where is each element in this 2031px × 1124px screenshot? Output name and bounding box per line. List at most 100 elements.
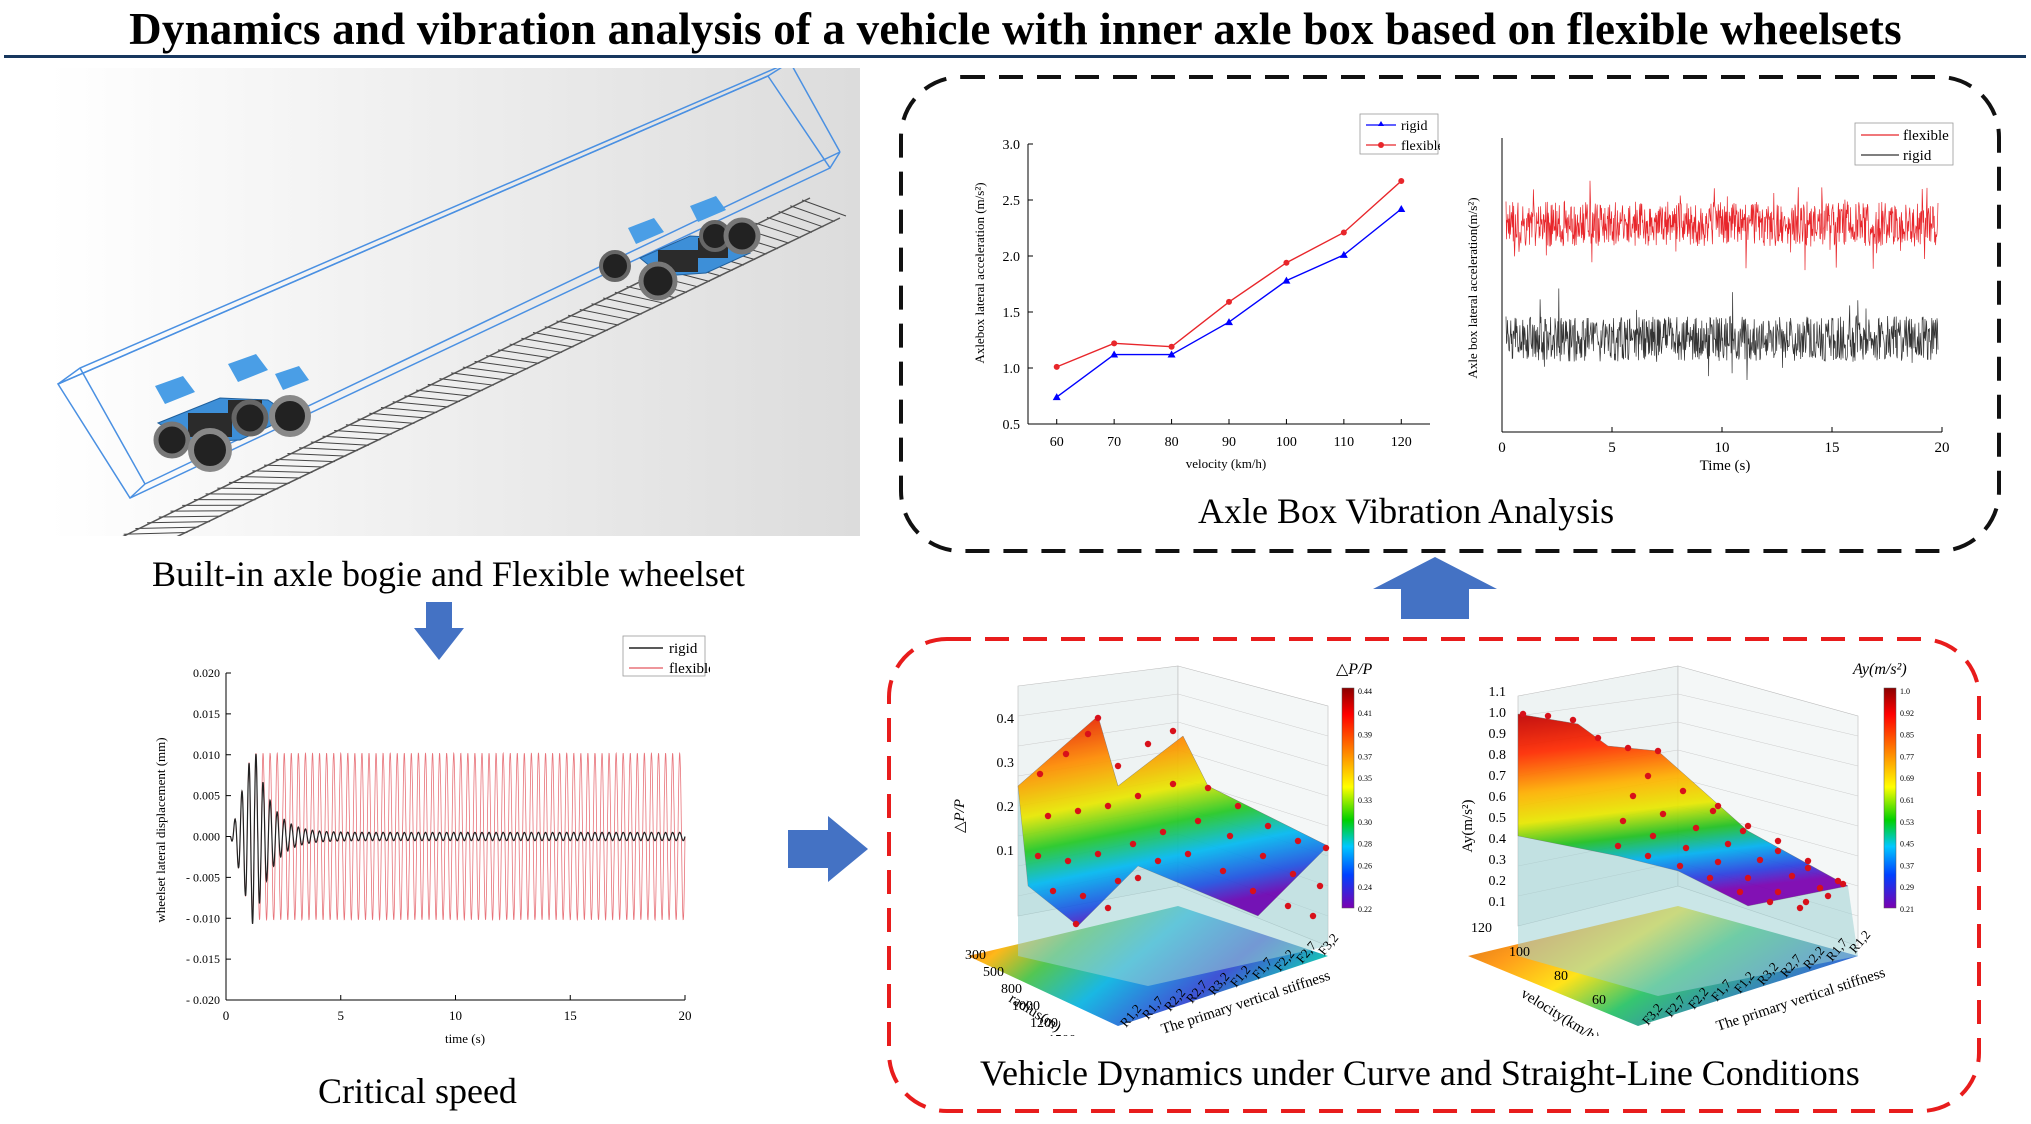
track-tie: [614, 291, 665, 304]
cs-xtick-label: 5: [338, 1008, 345, 1023]
ay-ztick-label: 0.4: [1489, 832, 1507, 847]
ay-data-point: [1739, 827, 1747, 835]
arrow-down: [414, 602, 464, 660]
dpp-data-point: [1084, 730, 1092, 738]
dpp-colorbar-tick: 0.37: [1358, 752, 1372, 761]
ay-data-point: [1839, 880, 1847, 888]
dpp-ztick-label: 0.2: [997, 800, 1015, 815]
av-point-flexible: [1398, 177, 1405, 184]
cs-ytick-label: - 0.010: [186, 911, 220, 925]
ay-colorbar-tick: 0.85: [1900, 731, 1914, 740]
ay-ztick-label: 0.7: [1489, 769, 1507, 784]
ay-gridline: [1517, 693, 1679, 717]
dpp-data-point: [1062, 750, 1070, 758]
ay-data-point: [1569, 716, 1577, 724]
ay-data-point: [1676, 862, 1684, 870]
dpp-data-point: [1036, 770, 1044, 778]
ay-data-point: [1804, 857, 1812, 865]
cs-ytick-label: 0.000: [193, 830, 220, 844]
at-xtick-label: 20: [1935, 440, 1950, 456]
track-tie: [556, 320, 608, 332]
cs-ytick-label: - 0.020: [186, 993, 220, 1007]
cs-ytick-label: - 0.015: [186, 952, 220, 966]
track-tie: [790, 205, 835, 222]
av-point-flexible: [1283, 259, 1290, 266]
dpp-data-point: [1284, 902, 1292, 910]
track-tie: [345, 424, 404, 430]
cs-xtick-label: 0: [223, 1008, 230, 1023]
ay-ytick-label: 100: [1509, 945, 1530, 960]
ay-data-point: [1519, 710, 1527, 718]
dpp-data-point: [1234, 802, 1242, 810]
ay-colorbar-tick: 0.61: [1900, 796, 1914, 805]
track-tie: [801, 199, 847, 217]
av-ytick-label: 3.0: [1003, 138, 1021, 153]
av-point-rigid: [1397, 204, 1406, 212]
av-point-rigid: [1282, 276, 1291, 284]
dpp-data-point: [1154, 857, 1162, 865]
ay-gridline: [1677, 721, 1859, 767]
track-tie: [252, 470, 313, 474]
av-xtick-label: 80: [1165, 435, 1179, 450]
dpp-ztick-label: 0.4: [997, 712, 1015, 727]
ay-data-point: [1824, 892, 1832, 900]
ay-colorbar-tick: 0.53: [1900, 818, 1914, 827]
bogie-rear: [599, 196, 761, 301]
at-series-rigid: [1505, 288, 1939, 381]
caption-bogie: Built-in axle bogie and Flexible wheelse…: [152, 554, 745, 594]
cs-ytick-label: - 0.005: [186, 870, 220, 884]
dpp-data-point: [1322, 844, 1330, 852]
track-tie: [369, 412, 426, 419]
dpp-data-point: [1072, 920, 1080, 928]
dpp-data-point: [1094, 714, 1102, 722]
av-series-flexible: [1056, 180, 1402, 368]
dpp-gridline: [1177, 721, 1329, 767]
ay-gridline: [1677, 777, 1859, 827]
arrow-right: [788, 816, 868, 882]
ay-gridline: [1677, 749, 1859, 797]
ay-ztick-label: 0.1: [1489, 895, 1507, 910]
av-ytick-label: 2.5: [1003, 194, 1021, 209]
ay-data-point: [1736, 888, 1744, 896]
dpp-colorbar-tick: 0.22: [1358, 905, 1372, 914]
ay-data-point: [1804, 864, 1812, 872]
dpp-gridline: [1017, 693, 1179, 717]
av-xtick-label: 90: [1222, 435, 1236, 450]
ay-ytick-label: 120: [1471, 921, 1492, 936]
av-point-rigid: [1225, 318, 1233, 326]
dpp-data-point: [1194, 817, 1202, 825]
ay-data-point: [1756, 856, 1764, 864]
dpp-ytick-label: 1200: [1030, 1016, 1058, 1031]
track-tie: [392, 401, 449, 408]
dpp-colorbar-tick: 0.28: [1358, 840, 1372, 849]
ay-ztick-label: 0.9: [1489, 727, 1507, 742]
dpp-colorbar-tick: 0.26: [1358, 861, 1372, 870]
bogie-front: [153, 354, 311, 472]
av-legend-rigid: rigid: [1401, 119, 1427, 134]
dpp-ytick-label: 800: [1001, 982, 1022, 997]
ay-data-point: [1682, 844, 1690, 852]
ay-colorbar-tick: 0.77: [1900, 752, 1914, 761]
dpp-colorbar-tick: 0.35: [1358, 774, 1372, 783]
at-xtick-label: 5: [1608, 440, 1616, 456]
av-point-flexible: [1340, 229, 1347, 236]
dpp-data-point: [1034, 852, 1042, 860]
ay-data-point: [1774, 888, 1782, 896]
av-xtick-label: 60: [1050, 435, 1064, 450]
track-tie: [416, 389, 472, 397]
dpp-colorbar-tick: 0.30: [1358, 818, 1372, 827]
track-tie: [521, 337, 574, 348]
dpp-data-point: [1259, 852, 1267, 860]
av-xtick-label: 120: [1391, 435, 1412, 450]
av-point-flexible: [1168, 343, 1175, 350]
track-tie: [755, 222, 801, 239]
ay-ztick-label: 0.5: [1489, 811, 1507, 826]
ay-ytick-label: 60: [1592, 993, 1606, 1008]
at-series-flexible: [1505, 180, 1939, 271]
av-ytick-label: 1.5: [1003, 306, 1021, 321]
track-tie: [147, 521, 211, 524]
track-tie: [299, 447, 358, 452]
ay-data-point: [1816, 884, 1824, 892]
track-tie: [287, 453, 347, 457]
ay-ztick-label: 1.0: [1489, 706, 1507, 721]
